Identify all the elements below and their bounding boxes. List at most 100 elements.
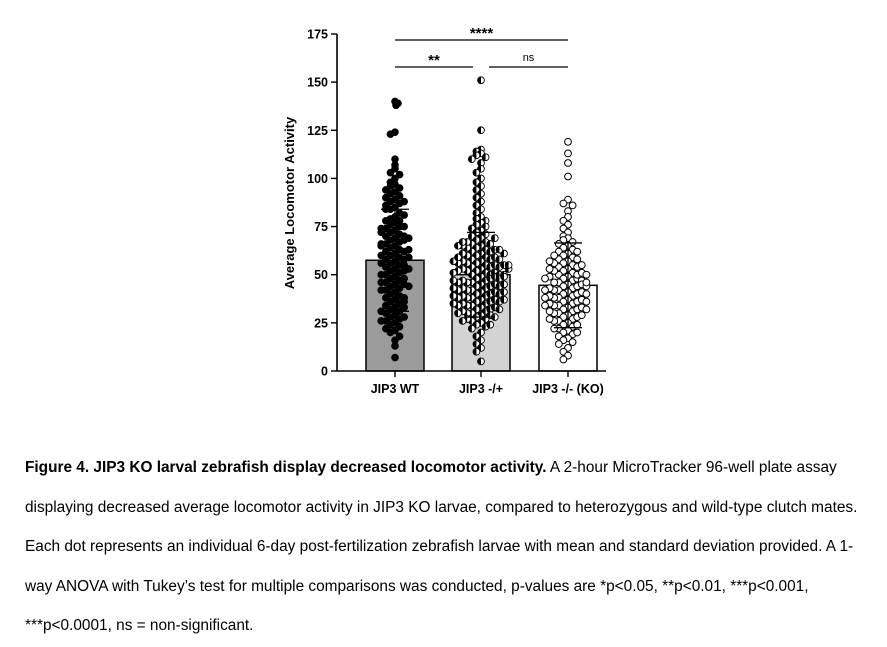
data-point <box>577 261 586 269</box>
data-point <box>392 101 400 110</box>
data-point-half <box>450 277 454 284</box>
data-point <box>400 197 409 206</box>
data-point <box>495 305 504 314</box>
data-point-half <box>454 242 458 250</box>
data-point <box>472 168 481 177</box>
data-point <box>472 274 481 283</box>
data-point-half <box>486 282 491 290</box>
data-point-half <box>473 201 477 209</box>
data-point-half <box>468 155 472 163</box>
data-point <box>377 259 386 267</box>
data-point-half <box>491 253 495 261</box>
data-point <box>404 265 413 273</box>
data-point-half <box>473 332 477 340</box>
data-point <box>386 130 395 138</box>
data-point <box>377 240 386 248</box>
data-point <box>568 338 577 347</box>
data-point-half <box>486 240 491 248</box>
data-point-half <box>459 238 463 246</box>
data-point-half <box>486 321 491 329</box>
data-point <box>467 155 476 164</box>
caption-body: A 2-hour MicroTracker 96-well plate assa… <box>25 459 858 634</box>
data-point-half <box>482 323 486 331</box>
data-point <box>486 240 495 248</box>
data-point-half <box>486 290 491 298</box>
figure-caption: Figure 4. JIP3 KO larval zebrafish displ… <box>25 448 875 646</box>
data-point <box>554 340 563 348</box>
data-point-half <box>496 263 500 271</box>
data-point <box>391 342 399 350</box>
data-point <box>550 278 559 287</box>
data-point <box>449 276 458 285</box>
data-point-half <box>486 263 491 271</box>
data-point-half <box>477 357 481 365</box>
significance-label: ** <box>428 52 440 69</box>
data-point <box>545 315 554 323</box>
data-point-half <box>496 275 500 282</box>
data-point <box>495 245 504 254</box>
data-point <box>391 353 399 362</box>
data-point <box>490 234 499 242</box>
data-point-half <box>486 275 491 282</box>
data-point <box>472 347 481 356</box>
data-point-half <box>454 309 458 317</box>
data-point-half <box>472 340 477 348</box>
data-point <box>404 245 413 254</box>
data-point <box>577 311 586 320</box>
data-point-half <box>450 300 454 307</box>
data-point-half <box>495 290 500 298</box>
data-point <box>564 159 572 167</box>
x-axis-labels: JIP3 WT JIP3 -/+ JIP3 -/- (KO) <box>371 371 604 396</box>
data-point-half <box>450 269 454 277</box>
data-point <box>582 278 591 287</box>
data-point <box>377 270 386 279</box>
data-point <box>564 149 572 158</box>
y-axis: 0 25 50 75 100 125 150 175 <box>307 28 606 379</box>
data-point-half <box>491 261 495 269</box>
y-tick-label: 0 <box>321 365 328 379</box>
data-point <box>386 168 395 177</box>
data-point-half <box>500 288 504 296</box>
y-tick-label: 150 <box>307 76 328 90</box>
data-point-half <box>473 209 477 217</box>
data-point-half <box>500 273 504 281</box>
data-point-half <box>468 225 472 232</box>
data-point <box>386 328 395 337</box>
data-point <box>573 247 582 256</box>
data-point-half <box>450 257 454 265</box>
data-point-half <box>491 288 495 296</box>
data-point-half <box>473 178 477 186</box>
y-tick-label: 100 <box>307 172 328 186</box>
data-point <box>541 293 549 302</box>
data-point <box>377 278 386 287</box>
data-point <box>582 270 591 279</box>
x-tick-label: JIP3 WT <box>371 382 420 396</box>
x-tick-label: JIP3 -/+ <box>459 382 503 396</box>
data-point-half <box>491 296 495 304</box>
data-point-half <box>482 153 486 161</box>
data-point <box>564 172 572 181</box>
y-tick-label: 175 <box>307 28 328 42</box>
data-point-half <box>491 304 495 311</box>
data-point <box>377 317 386 325</box>
data-point <box>582 290 591 298</box>
data-point-half <box>495 255 500 263</box>
data-point-half <box>486 255 491 263</box>
data-point-half <box>477 159 481 167</box>
y-tick-label: 25 <box>314 316 328 330</box>
data-point <box>545 265 554 273</box>
data-point <box>404 234 413 242</box>
data-point <box>559 199 568 208</box>
data-point <box>477 357 485 366</box>
data-point-half <box>468 232 472 240</box>
data-point <box>404 282 413 291</box>
data-point <box>481 153 490 162</box>
data-point-half <box>477 126 481 134</box>
data-point-half <box>450 292 454 300</box>
x-tick-label: JIP3 -/- (KO) <box>532 382 604 396</box>
data-point-half <box>500 280 504 288</box>
data-point <box>477 76 485 85</box>
data-point-half <box>454 253 458 261</box>
data-point-half <box>496 246 500 254</box>
y-tick-label: 125 <box>307 124 328 138</box>
